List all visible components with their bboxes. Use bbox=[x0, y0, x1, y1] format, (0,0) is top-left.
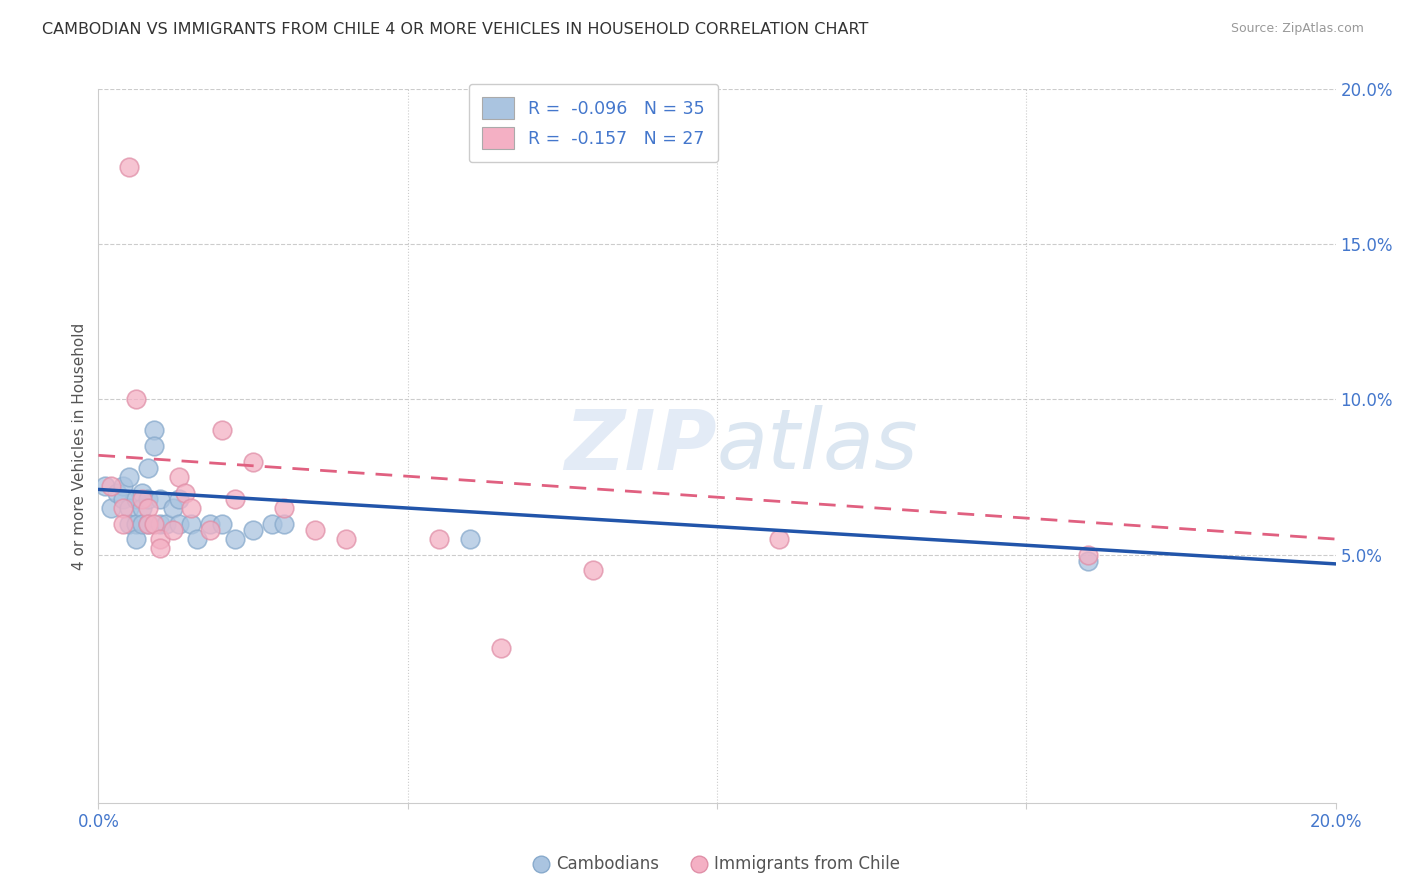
Point bbox=[489, 640, 512, 655]
Point bbox=[124, 392, 146, 407]
Point bbox=[149, 532, 172, 546]
Point bbox=[118, 470, 141, 484]
Point bbox=[136, 516, 159, 531]
Point bbox=[167, 491, 190, 506]
Legend: Cambodians, Immigrants from Chile: Cambodians, Immigrants from Chile bbox=[527, 849, 907, 880]
Text: Source: ZipAtlas.com: Source: ZipAtlas.com bbox=[1230, 22, 1364, 36]
Point bbox=[100, 479, 122, 493]
Point bbox=[582, 563, 605, 577]
Point bbox=[149, 491, 172, 506]
Point bbox=[211, 424, 233, 438]
Point bbox=[124, 516, 146, 531]
Point bbox=[186, 532, 208, 546]
Point bbox=[273, 501, 295, 516]
Point bbox=[224, 491, 246, 506]
Point bbox=[162, 501, 184, 516]
Point bbox=[180, 501, 202, 516]
Point bbox=[768, 532, 790, 546]
Point bbox=[458, 532, 481, 546]
Point bbox=[180, 516, 202, 531]
Point bbox=[131, 501, 153, 516]
Point bbox=[167, 516, 190, 531]
Point bbox=[174, 485, 197, 500]
Point bbox=[427, 532, 450, 546]
Point bbox=[93, 479, 115, 493]
Point bbox=[100, 501, 122, 516]
Point bbox=[143, 516, 166, 531]
Point bbox=[198, 516, 221, 531]
Point bbox=[112, 491, 135, 506]
Point bbox=[242, 454, 264, 468]
Point bbox=[118, 160, 141, 174]
Point bbox=[143, 424, 166, 438]
Point bbox=[112, 501, 135, 516]
Point bbox=[335, 532, 357, 546]
Point bbox=[136, 460, 159, 475]
Point bbox=[124, 491, 146, 506]
Point bbox=[1077, 548, 1099, 562]
Point bbox=[131, 491, 153, 506]
Point bbox=[198, 523, 221, 537]
Point bbox=[242, 523, 264, 537]
Y-axis label: 4 or more Vehicles in Household: 4 or more Vehicles in Household bbox=[72, 322, 87, 570]
Point bbox=[136, 501, 159, 516]
Point bbox=[118, 516, 141, 531]
Point bbox=[1077, 554, 1099, 568]
Point bbox=[224, 532, 246, 546]
Point bbox=[211, 516, 233, 531]
Point bbox=[112, 479, 135, 493]
Text: CAMBODIAN VS IMMIGRANTS FROM CHILE 4 OR MORE VEHICLES IN HOUSEHOLD CORRELATION C: CAMBODIAN VS IMMIGRANTS FROM CHILE 4 OR … bbox=[42, 22, 869, 37]
Point bbox=[167, 470, 190, 484]
Point bbox=[149, 516, 172, 531]
Point bbox=[136, 516, 159, 531]
Point bbox=[143, 439, 166, 453]
Point bbox=[155, 516, 177, 531]
Point bbox=[149, 541, 172, 556]
Point bbox=[112, 516, 135, 531]
Point bbox=[124, 532, 146, 546]
Point bbox=[131, 516, 153, 531]
Point bbox=[273, 516, 295, 531]
Point bbox=[131, 485, 153, 500]
Point bbox=[136, 491, 159, 506]
Text: ZIP: ZIP bbox=[564, 406, 717, 486]
Point bbox=[260, 516, 283, 531]
Point bbox=[118, 501, 141, 516]
Point bbox=[105, 485, 128, 500]
Point bbox=[162, 523, 184, 537]
Point bbox=[304, 523, 326, 537]
Text: atlas: atlas bbox=[717, 406, 918, 486]
